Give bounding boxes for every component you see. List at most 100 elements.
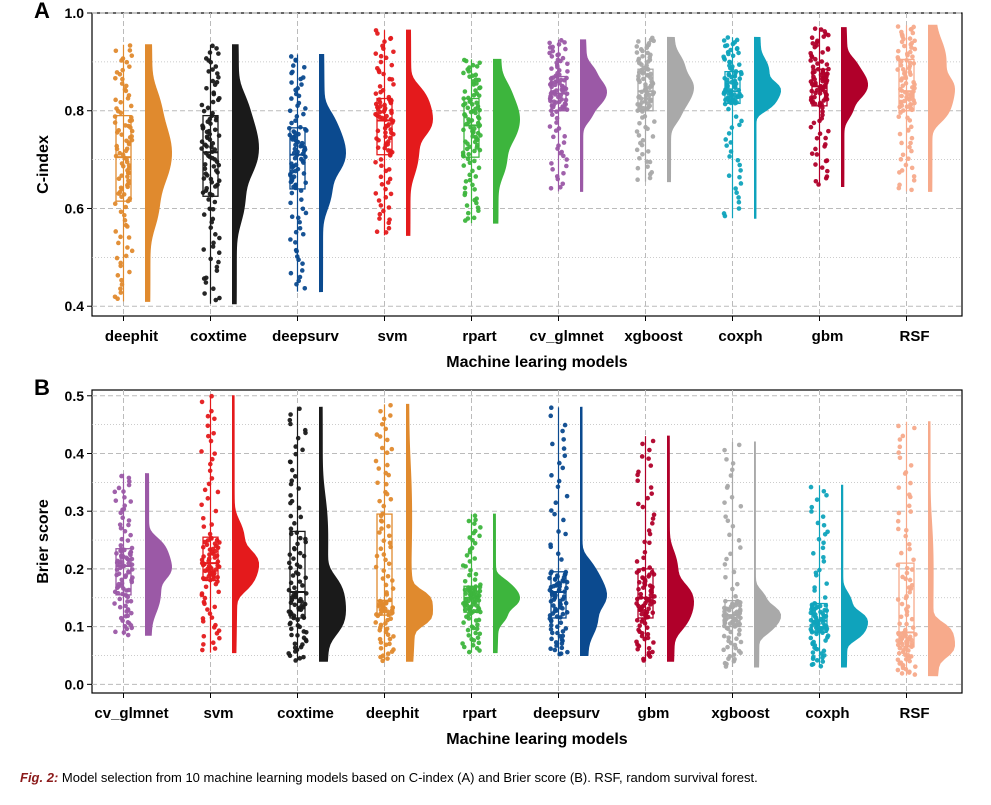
data-point-RSF <box>895 48 901 54</box>
data-point-deephit <box>378 546 384 552</box>
model-group-deepsurv <box>287 54 347 293</box>
data-point-deephit <box>123 253 129 259</box>
data-point-RSF <box>909 616 915 622</box>
data-point-deepsurv <box>548 405 554 411</box>
data-point-rpart <box>462 579 468 584</box>
data-point-deephit <box>118 286 123 292</box>
data-point-deephit <box>129 134 134 139</box>
data-point-rpart <box>475 114 481 120</box>
data-point-coxtime <box>288 493 293 498</box>
data-point-coxph <box>738 168 743 173</box>
data-point-coxtime <box>204 85 209 91</box>
data-point-deepsurv <box>549 508 554 513</box>
data-point-xgboost <box>721 605 727 611</box>
data-point-rpart <box>477 533 482 539</box>
data-point-cv_glmnet <box>120 591 126 597</box>
data-point-xgboost <box>721 633 727 639</box>
data-point-xgboost <box>647 96 652 102</box>
data-point-rpart <box>461 620 466 625</box>
data-point-gbm <box>824 174 830 179</box>
data-point-cv_glmnet <box>126 587 132 593</box>
data-point-deephit <box>374 432 380 437</box>
data-point-cv_glmnet <box>112 489 118 495</box>
data-point-gbm <box>820 109 825 114</box>
data-point-svm <box>379 182 385 187</box>
data-point-deepsurv <box>303 106 308 111</box>
data-point-rpart <box>467 65 472 70</box>
data-point-coxtime <box>201 212 207 217</box>
data-point-xgboost <box>723 514 728 519</box>
data-point-gbm <box>646 528 652 533</box>
data-point-deephit <box>114 106 119 111</box>
data-point-RSF <box>907 634 913 640</box>
x-tick-label: gbm <box>638 705 670 722</box>
data-point-rpart <box>462 185 468 191</box>
data-point-cv_glmnet <box>561 140 567 145</box>
data-point-coxtime <box>214 268 220 273</box>
violin-coxph <box>841 484 869 668</box>
data-point-coxtime <box>291 546 297 551</box>
violin-gbm <box>667 435 695 662</box>
data-point-gbm <box>638 591 644 597</box>
data-point-coxph <box>821 648 827 654</box>
data-point-deepsurv <box>560 465 566 471</box>
data-point-RSF <box>898 660 904 665</box>
data-point-deepsurv <box>560 428 565 434</box>
data-point-gbm <box>823 135 828 141</box>
data-point-deepsurv <box>290 69 295 75</box>
data-point-coxph <box>724 43 730 48</box>
violin-svm <box>406 29 434 236</box>
data-point-deepsurv <box>553 500 559 506</box>
x-tick-label: coxtime <box>190 328 247 345</box>
data-point-coxtime <box>298 596 303 602</box>
data-point-deephit <box>114 70 120 75</box>
data-point-deepsurv <box>301 64 307 70</box>
data-point-rpart <box>465 216 471 221</box>
data-point-gbm <box>812 69 817 75</box>
data-point-coxtime <box>286 651 291 656</box>
data-point-RSF <box>910 30 916 36</box>
data-point-deephit <box>380 658 385 664</box>
data-point-deephit <box>118 185 124 191</box>
data-point-RSF <box>911 178 917 183</box>
data-point-rpart <box>475 130 481 136</box>
data-point-cv_glmnet <box>119 552 124 558</box>
data-point-rpart <box>472 541 478 546</box>
data-point-svm <box>205 413 211 419</box>
data-point-coxtime <box>211 164 217 169</box>
data-point-xgboost <box>634 129 640 134</box>
data-point-RSF <box>908 124 914 130</box>
data-point-gbm <box>824 158 830 163</box>
data-point-RSF <box>912 38 917 44</box>
data-point-deepsurv <box>548 542 553 547</box>
data-point-coxtime <box>288 513 294 519</box>
data-point-deephit <box>388 496 394 502</box>
data-point-RSF <box>900 152 906 158</box>
model-group-rpart <box>460 57 521 224</box>
data-point-coxtime <box>211 240 216 246</box>
data-point-gbm <box>825 46 831 51</box>
data-point-deephit <box>112 114 118 119</box>
data-point-deepsurv <box>300 206 306 212</box>
data-point-rpart <box>474 196 479 201</box>
data-point-deephit <box>385 573 391 579</box>
data-point-coxph <box>723 137 728 142</box>
box-deephit <box>115 114 132 202</box>
data-point-coxtime <box>292 645 298 651</box>
data-point-svm <box>205 423 211 429</box>
data-point-coxtime <box>292 474 298 479</box>
data-point-gbm <box>808 124 814 130</box>
data-point-cv_glmnet <box>551 134 556 140</box>
data-point-xgboost <box>725 483 730 489</box>
data-point-gbm <box>647 540 652 546</box>
data-point-cv_glmnet <box>126 475 132 481</box>
data-point-cv_glmnet <box>560 55 566 61</box>
data-point-coxph <box>729 125 735 130</box>
data-point-deephit <box>124 146 130 152</box>
box-coxph <box>724 70 741 105</box>
box-deepsurv <box>289 127 306 190</box>
data-point-RSF <box>897 131 903 137</box>
data-point-deepsurv <box>302 285 308 291</box>
violin-cv_glmnet <box>145 473 173 636</box>
data-point-rpart <box>477 60 482 66</box>
